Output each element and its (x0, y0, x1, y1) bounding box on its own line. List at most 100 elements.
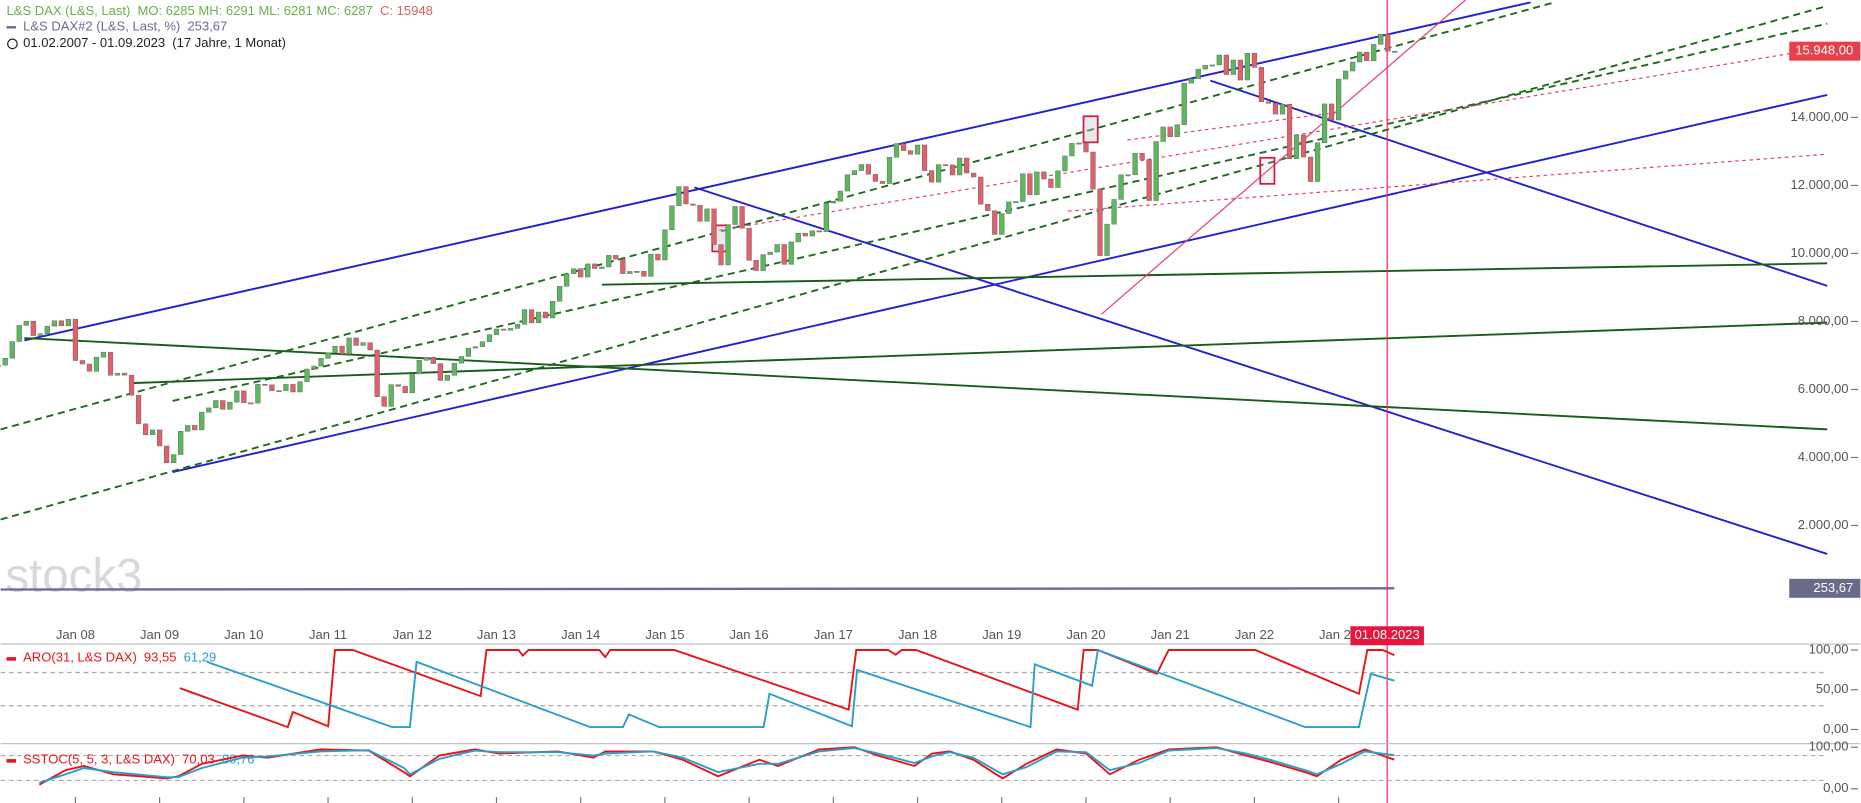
candle (1209, 64, 1215, 67)
x-tick-label: Jan 16 (730, 627, 769, 642)
indicator-header: ARO(31, L&S DAX) 93,55 61,29 (23, 650, 216, 665)
candle (1027, 173, 1033, 195)
trend-line (1100, 0, 1466, 315)
candle (262, 383, 268, 386)
highlight-box (1259, 156, 1276, 185)
candle (290, 384, 296, 393)
candle (451, 362, 457, 376)
candle (1364, 51, 1370, 62)
candle (507, 328, 514, 331)
candle (276, 390, 282, 393)
legend-swatch (6, 759, 17, 763)
trend-line (1068, 153, 1828, 212)
series2-label-box (1789, 578, 1861, 598)
candle (781, 244, 787, 265)
candle (1132, 153, 1138, 176)
candle (999, 213, 1005, 235)
candle (725, 224, 731, 266)
candle (1069, 143, 1075, 157)
candle (816, 230, 822, 233)
candle (121, 372, 128, 376)
candle (732, 206, 738, 225)
candle (1006, 201, 1012, 214)
candle (1258, 67, 1265, 102)
candle (746, 227, 752, 261)
trend-line (131, 321, 1828, 385)
candle (1055, 170, 1061, 188)
series2-label: 253,67 (1813, 580, 1853, 595)
candle (964, 157, 970, 174)
candle (2, 358, 8, 366)
candle (360, 342, 366, 346)
candle (1090, 151, 1096, 190)
candle (641, 271, 647, 277)
candle (1371, 44, 1377, 62)
candle (311, 365, 317, 370)
candle (93, 356, 100, 372)
candle (760, 254, 766, 271)
candle (690, 203, 696, 206)
candle (30, 320, 36, 336)
y-tick-label: 10.000,00 (1791, 245, 1849, 260)
clock-icon (7, 38, 18, 50)
candle (739, 206, 745, 229)
candle (199, 411, 205, 431)
candle (114, 372, 121, 376)
candle (1350, 61, 1356, 72)
candle (753, 260, 759, 271)
candle (1237, 59, 1243, 81)
y-tick-label: 14.000,00 (1791, 109, 1849, 124)
candle (374, 349, 380, 397)
candle (346, 337, 352, 355)
candle (971, 172, 977, 178)
candle (542, 311, 549, 319)
candle (1013, 201, 1019, 203)
series2-line (0, 587, 1395, 591)
candle (44, 325, 50, 334)
candle (1160, 126, 1166, 142)
candle (58, 320, 64, 327)
header: L&S DAX (L&S, Last) MO: 6285 MH: 6291 ML:… (6, 3, 433, 50)
last-price-box (1789, 41, 1861, 61)
candle (985, 203, 991, 211)
candle (297, 381, 303, 393)
candle (683, 186, 689, 205)
candle (1139, 153, 1145, 160)
indicator-value: 70,03 (182, 752, 215, 767)
candle (1378, 33, 1384, 45)
candle (648, 253, 654, 277)
candle (213, 400, 219, 409)
candle (79, 360, 86, 365)
candle (171, 454, 177, 464)
candle (550, 301, 556, 319)
candle (893, 143, 900, 158)
y-tick-label: 2.000,00 (1798, 517, 1849, 532)
candle (1216, 54, 1222, 66)
y-tick-label: 50,00 (1816, 681, 1849, 696)
candle (1336, 78, 1342, 121)
candle (992, 210, 998, 235)
candle (458, 356, 465, 364)
candle (9, 341, 15, 359)
x-tick-label: Jan 08 (56, 627, 95, 642)
trend-line (601, 262, 1828, 286)
trend-line (24, 1, 1531, 342)
candle (325, 352, 331, 359)
candle (430, 357, 436, 364)
indicator-value: 93,55 (144, 650, 177, 665)
candle (704, 208, 710, 222)
indicator-title: SSTOC(5, 5, 3, L&S DAX) (23, 752, 175, 767)
candle (1357, 51, 1363, 63)
candle (774, 244, 780, 253)
candle (1343, 70, 1349, 80)
candle (255, 383, 261, 404)
candle (339, 345, 345, 355)
candle (142, 423, 149, 435)
candle (950, 164, 956, 176)
y-tick-label: 12.000,00 (1791, 177, 1849, 192)
candle (535, 311, 542, 324)
candle (669, 205, 675, 231)
header-line: L&S DAX#2 (L&S, Last, %) 253,67 (23, 19, 227, 34)
candle (1230, 59, 1236, 75)
y-tick-label: 6.000,00 (1798, 381, 1849, 396)
